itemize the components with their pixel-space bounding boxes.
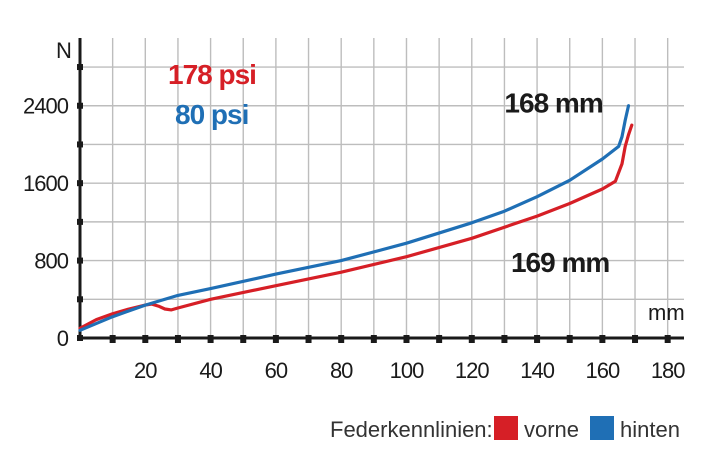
x-tick-mark-10 — [109, 335, 116, 343]
x-tick-mark-120 — [468, 335, 475, 343]
y-tick-mark-2000 — [77, 141, 83, 148]
x-tick-label-140: 140 — [520, 358, 554, 383]
x-tick-mark-90 — [370, 335, 377, 343]
x-tick-label-100: 100 — [390, 358, 424, 383]
legend-swatch-hinten — [590, 416, 614, 440]
x-tick-mark-110 — [436, 335, 443, 343]
legend-title: Federkennlinien: — [330, 417, 493, 442]
x-tick-mark-100 — [403, 335, 410, 343]
y-tick-mark-800 — [77, 257, 83, 264]
x-tick-label-120: 120 — [455, 358, 489, 383]
x-tick-label-20: 20 — [134, 358, 157, 383]
x-tick-mark-20 — [142, 335, 149, 343]
legend-entry-hinten: hinten — [620, 417, 680, 442]
x-tick-mark-180 — [664, 335, 671, 343]
y-axis-ticks: 0 800 1600 2400 — [23, 64, 83, 351]
legend-entry-vorne: vorne — [524, 417, 579, 442]
y-tick-label-0: 0 — [57, 326, 69, 351]
series-line-vorne — [78, 123, 634, 330]
x-tick-mark-160 — [599, 335, 606, 343]
series-line-hinten — [78, 104, 631, 332]
x-axis-unit: mm — [648, 300, 685, 325]
series-lines — [78, 104, 634, 332]
x-tick-mark-60 — [272, 335, 279, 343]
x-tick-mark-130 — [501, 335, 508, 343]
y-tick-mark-1200 — [77, 218, 83, 225]
legend-swatch-vorne — [494, 416, 518, 440]
annotation-169mm: 169 mm — [511, 247, 609, 278]
x-tick-mark-150 — [566, 335, 573, 343]
y-tick-mark-1600 — [77, 180, 83, 187]
x-tick-mark-70 — [305, 335, 312, 343]
y-tick-mark-2400 — [77, 102, 83, 109]
x-tick-label-160: 160 — [586, 358, 620, 383]
y-tick-mark-0 — [77, 335, 83, 341]
x-tick-mark-170 — [632, 335, 639, 343]
y-tick-mark-400 — [77, 296, 83, 303]
x-tick-mark-50 — [240, 335, 247, 343]
x-axis-ticks: 20 40 60 80 100 120 140 160 180 — [109, 335, 686, 383]
x-tick-mark-30 — [174, 335, 181, 343]
grid — [80, 38, 684, 338]
y-tick-label-2400: 2400 — [23, 94, 69, 119]
x-tick-mark-40 — [207, 335, 214, 343]
series-label-hinten-pressure: 80 psi — [175, 99, 248, 130]
x-tick-mark-140 — [534, 335, 541, 343]
y-axis-unit: N — [56, 38, 72, 63]
annotation-168mm: 168 mm — [504, 88, 602, 119]
y-tick-mark-2800 — [77, 64, 83, 71]
x-tick-label-60: 60 — [265, 358, 288, 383]
x-tick-label-80: 80 — [330, 358, 353, 383]
y-tick-label-1600: 1600 — [23, 171, 69, 196]
x-tick-mark-80 — [338, 335, 345, 343]
y-tick-label-800: 800 — [34, 249, 68, 274]
series-label-vorne-pressure: 178 psi — [168, 59, 256, 90]
x-tick-label-180: 180 — [651, 358, 685, 383]
legend: Federkennlinien: vorne hinten — [330, 416, 680, 442]
x-tick-label-40: 40 — [199, 358, 222, 383]
